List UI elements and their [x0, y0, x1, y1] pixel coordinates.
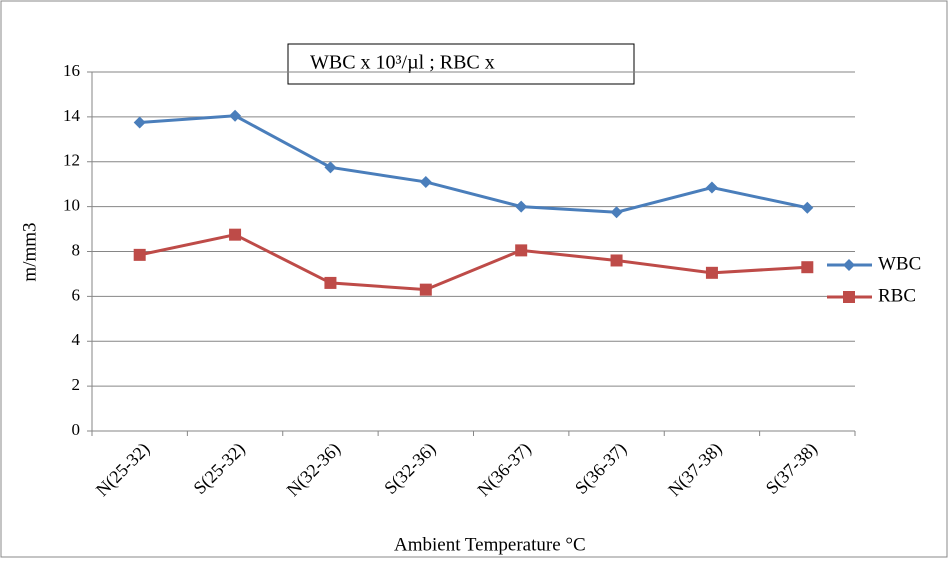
y-tick-label: 4 — [72, 330, 81, 349]
legend-label: WBC — [878, 253, 921, 274]
series-line — [139, 233, 808, 292]
x-axis-label: Ambient Temperature °C — [394, 534, 586, 555]
y-tick-label: 12 — [63, 151, 80, 170]
data-point — [229, 109, 242, 122]
data-point — [419, 283, 432, 296]
data-point — [610, 206, 623, 219]
data-point — [801, 201, 814, 214]
data-point — [419, 175, 432, 188]
data-point — [801, 261, 814, 274]
data-point — [133, 116, 146, 129]
title-box — [287, 43, 635, 85]
chart-title: WBC x 10³/µl ; RBC x — [310, 52, 495, 74]
y-tick-label: 8 — [72, 240, 81, 259]
y-tick-label: 2 — [72, 375, 81, 394]
y-axis-label: m/mm3 — [19, 222, 40, 281]
series-line — [139, 114, 808, 214]
y-tick-label: 16 — [63, 61, 80, 80]
data-point — [324, 276, 337, 289]
legend-marker — [843, 259, 855, 271]
y-tick-label: 6 — [72, 285, 81, 304]
y-tick-label: 14 — [63, 106, 81, 125]
data-point — [705, 181, 718, 194]
data-point — [705, 266, 718, 279]
data-point — [324, 161, 337, 174]
y-tick-label: 0 — [72, 420, 81, 439]
data-point — [515, 200, 528, 213]
data-point — [610, 254, 623, 267]
data-point — [515, 244, 528, 257]
data-point — [229, 228, 242, 241]
legend-marker — [843, 291, 855, 303]
legend-label: RBC — [878, 285, 916, 306]
y-tick-label: 10 — [63, 196, 80, 215]
data-point — [133, 248, 146, 261]
